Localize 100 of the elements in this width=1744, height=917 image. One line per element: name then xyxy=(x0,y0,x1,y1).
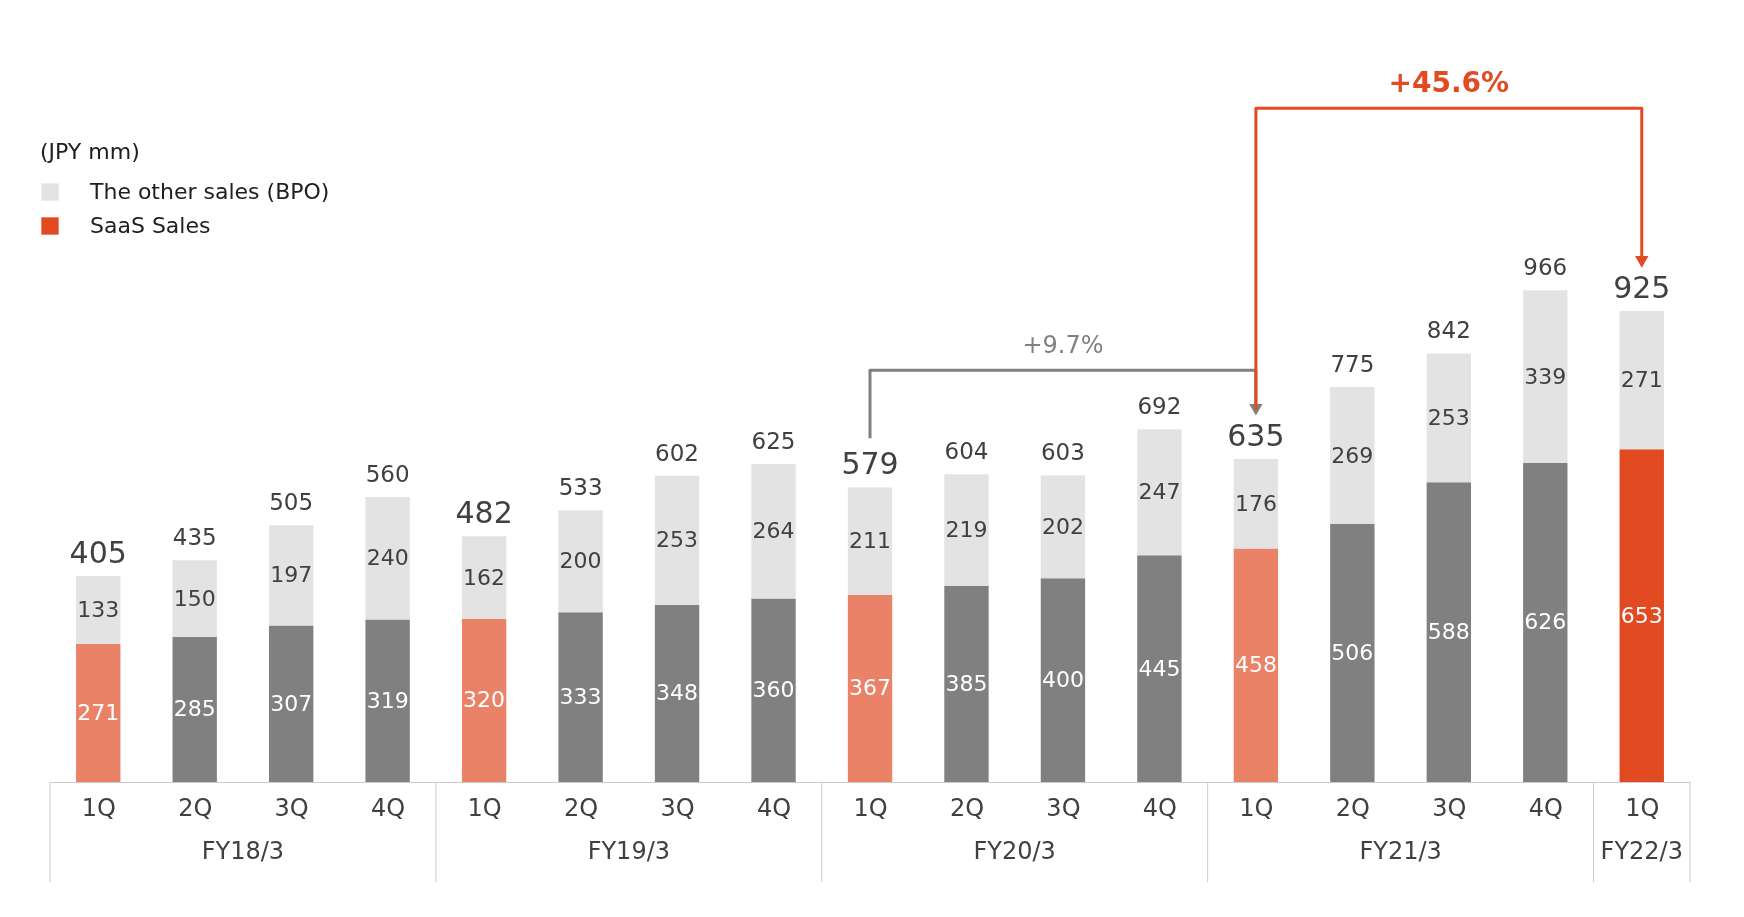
data-label: 348 xyxy=(656,680,699,706)
bar xyxy=(1040,475,1086,579)
bar xyxy=(461,618,507,782)
total-label: 560 xyxy=(365,461,410,488)
data-label: 506 xyxy=(1331,640,1374,666)
total-label: 966 xyxy=(1523,254,1568,281)
data-label: 271 xyxy=(1620,367,1663,393)
x-tick-label: 3Q xyxy=(1046,793,1081,822)
total-label: 692 xyxy=(1137,393,1182,420)
text: FY19/3 xyxy=(587,837,670,865)
x-tick-label: 4Q xyxy=(371,793,406,822)
data-label: 400 xyxy=(1041,667,1084,693)
bar xyxy=(1426,482,1472,782)
total-label: 602 xyxy=(655,439,700,466)
data-label: 319 xyxy=(366,687,409,713)
bar xyxy=(847,487,893,595)
text: FY22/3 xyxy=(1600,837,1683,865)
data-label: 176 xyxy=(1234,490,1277,516)
total-label: 625 xyxy=(751,427,796,454)
legend-label: SaaS Sales xyxy=(90,213,211,238)
total-label: 435 xyxy=(172,524,217,551)
data-label: 653 xyxy=(1620,602,1663,628)
bar xyxy=(654,475,700,605)
x-tick-label: 2Q xyxy=(564,793,599,822)
data-label: 333 xyxy=(559,684,602,710)
x-tick-label: 3Q xyxy=(660,793,695,822)
x-tick-label: 4Q xyxy=(1142,793,1177,822)
bar xyxy=(1040,578,1086,782)
data-label: 385 xyxy=(945,670,988,696)
total-label: 482 xyxy=(455,495,513,531)
data-label: 253 xyxy=(1427,404,1470,430)
x-tick-label: 1Q xyxy=(81,793,116,822)
data-label: 458 xyxy=(1234,652,1277,678)
bar xyxy=(558,612,603,782)
bar xyxy=(172,636,217,782)
bar xyxy=(365,497,410,620)
data-label: 264 xyxy=(752,518,795,544)
bar xyxy=(1233,458,1279,549)
data-label: 150 xyxy=(173,585,216,611)
bar xyxy=(751,598,796,782)
bar xyxy=(1426,353,1472,483)
bar xyxy=(268,625,314,782)
text: +45.6% xyxy=(1388,66,1510,100)
bar xyxy=(461,536,507,619)
data-label: 271 xyxy=(77,699,120,725)
text: FY21/3 xyxy=(1359,837,1442,865)
total-label: 533 xyxy=(558,474,603,501)
data-label: 253 xyxy=(656,527,699,553)
data-label: 202 xyxy=(1041,513,1084,539)
bar xyxy=(1523,290,1568,463)
total-label: 505 xyxy=(269,489,314,516)
data-label: 200 xyxy=(559,548,602,574)
total-label: 842 xyxy=(1426,317,1471,344)
x-tick-label: 1Q xyxy=(467,793,502,822)
data-label: 219 xyxy=(945,516,988,542)
total-label: 579 xyxy=(841,446,899,482)
data-label: 162 xyxy=(463,564,506,590)
text: FY18/3 xyxy=(201,837,285,865)
data-label: 588 xyxy=(1427,619,1470,645)
data-label: 269 xyxy=(1331,442,1374,468)
bar xyxy=(944,585,989,782)
bar xyxy=(1523,462,1568,782)
data-label: 285 xyxy=(173,696,216,722)
total-label: 925 xyxy=(1613,270,1671,306)
legend-label: The other sales (BPO) xyxy=(89,179,330,204)
bar xyxy=(268,525,314,626)
bar xyxy=(76,576,121,644)
data-label: 367 xyxy=(849,675,891,701)
total-label: 775 xyxy=(1330,351,1375,378)
bar xyxy=(1619,449,1664,782)
bar xyxy=(944,474,989,586)
data-label: 133 xyxy=(77,597,120,622)
bar xyxy=(847,594,893,782)
total-label: 405 xyxy=(69,535,127,571)
x-tick-label: 3Q xyxy=(274,793,309,822)
text: (JPY mm) xyxy=(40,139,140,164)
bar xyxy=(654,604,700,782)
x-tick-label: 3Q xyxy=(1432,793,1467,822)
bar xyxy=(76,643,121,782)
bar xyxy=(1137,555,1182,782)
bar xyxy=(1330,524,1375,782)
x-tick-label: 1Q xyxy=(1625,793,1660,822)
data-label: 211 xyxy=(849,528,891,554)
text: FY20/3 xyxy=(973,837,1056,865)
bar xyxy=(172,560,217,637)
bar xyxy=(1137,429,1182,556)
bar xyxy=(1330,387,1375,525)
total-label: 603 xyxy=(1040,439,1085,466)
x-tick-label: 2Q xyxy=(178,793,213,822)
bar xyxy=(1619,311,1664,450)
data-label: 339 xyxy=(1524,363,1567,389)
x-tick-label: 1Q xyxy=(1239,793,1274,822)
data-label: 247 xyxy=(1138,479,1181,505)
x-tick-label: 1Q xyxy=(853,793,888,822)
data-label: 626 xyxy=(1524,609,1567,635)
bar xyxy=(558,510,603,613)
x-tick-label: 2Q xyxy=(949,793,985,822)
bar xyxy=(1233,548,1279,782)
bar xyxy=(751,463,796,599)
data-label: 307 xyxy=(270,690,313,716)
